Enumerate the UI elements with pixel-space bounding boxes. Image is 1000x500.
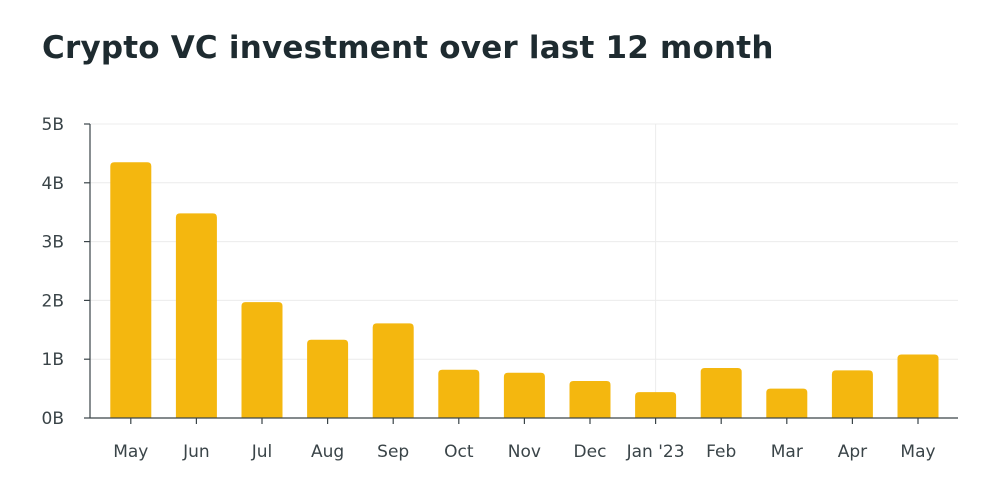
x-tick-label: Jun: [182, 442, 210, 462]
y-tick-label: 5B: [42, 115, 64, 135]
x-tick-label: Apr: [838, 442, 867, 462]
x-tick-label: Dec: [574, 442, 607, 462]
bar: [635, 392, 677, 418]
x-tick-label: May: [113, 442, 148, 462]
x-tick-label: Feb: [706, 442, 736, 462]
x-tick-label: Jan '23: [626, 442, 685, 462]
y-tick-label: 1B: [42, 350, 64, 370]
bar: [503, 372, 545, 418]
bar: [241, 302, 283, 418]
x-tick-label: Nov: [508, 442, 541, 462]
bar: [372, 323, 414, 418]
bar: [438, 369, 480, 418]
x-tick-label: Oct: [444, 442, 474, 462]
bar: [307, 339, 349, 418]
grid-lines: [90, 123, 958, 360]
bar: [897, 354, 939, 418]
bar: [831, 370, 873, 418]
bar: [766, 388, 808, 418]
x-tick-label: May: [900, 442, 935, 462]
bar: [700, 368, 742, 418]
y-tick-label: 4B: [42, 174, 64, 194]
x-tick-label: Aug: [311, 442, 344, 462]
y-axis-ticks: 0B 1B 2B 3B 4B 5B: [42, 115, 90, 429]
y-tick-label: 2B: [42, 291, 64, 311]
x-tick-label: Jul: [251, 442, 273, 462]
bar: [110, 162, 152, 418]
y-tick-label: 3B: [42, 233, 64, 253]
bar: [175, 213, 217, 418]
x-tick-label: Mar: [771, 442, 803, 462]
x-tick-label: Sep: [377, 442, 409, 462]
y-tick-label: 0B: [42, 409, 64, 429]
x-axis-ticks: May Jun Jul Aug Sep Oct Nov Dec Jan '23 Feb Mar Apr…: [113, 418, 936, 462]
bars: [110, 162, 939, 418]
chart-title: Crypto VC investment over last 12 month: [42, 30, 774, 66]
bar: [569, 380, 611, 418]
